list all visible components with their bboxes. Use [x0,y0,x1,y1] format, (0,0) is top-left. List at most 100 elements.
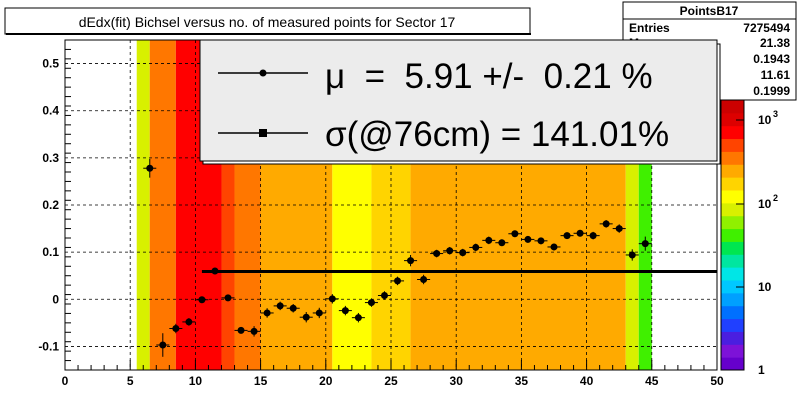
colorbar-tick-label: 1 [758,363,765,377]
x-tick-label: 30 [450,374,464,388]
data-point [472,243,480,251]
points-layer [143,158,652,357]
data-point [315,309,323,317]
colorbar-tick-label: 10 [758,280,772,294]
data-point [498,239,506,247]
x-tick-label: 40 [580,374,594,388]
y-tick-label: 0.1 [42,245,59,259]
colorbar-tick-label: 10 [758,197,772,211]
x-tick-label: 15 [254,374,268,388]
stats-box-title: PointsB17 [680,4,739,18]
colorbar-level [721,331,744,345]
data-point [420,275,428,283]
stats-row-value: 0.1999 [753,84,790,98]
stats-row-value: 0.1943 [753,52,790,66]
colorbar-level [721,241,744,255]
colorbar-tick-exponent: 3 [773,109,778,119]
data-point [341,307,349,315]
colorbar-level [721,344,744,358]
data-point [459,249,467,257]
colorbar-level [721,267,744,281]
legend-mu-marker [259,69,267,77]
data-point [641,240,649,248]
x-tick-label: 5 [127,374,134,388]
chart-title: dEdx(fit) Bichsel versus no. of measured… [79,14,456,30]
colorbar-level [721,190,744,204]
legend-sigma-label: σ(@76cm) = 141.01% [325,115,669,154]
colorbar-level [721,100,744,114]
colorbar-level [721,125,744,140]
colorbar-level [721,292,744,307]
data-point [537,237,545,245]
legend-mu-label: μ = 5.91 +/- 0.21 % [325,57,653,96]
legend-sigma-marker [259,129,267,137]
y-tick-label: 0.2 [42,198,59,212]
axes-layer: 0 5 10 15 20 25 30 35 40 45 50 -0.1 0 0.1 0.2 0.3 0.4 0.5 [38,39,724,388]
data-point [485,236,493,244]
stats-row-label: Entries [629,21,670,35]
data-point [250,327,258,335]
data-point [146,164,154,172]
data-point [576,229,584,237]
data-point [602,220,610,228]
x-tick-label: 25 [384,374,398,388]
x-tick-label: 20 [319,374,333,388]
data-point [354,314,362,322]
colorbar-level [721,151,744,165]
data-point [433,250,441,258]
data-point [550,243,558,251]
y-tick-label: 0.5 [42,57,59,71]
colorbar-level [721,357,744,371]
y-tick-label: 0.4 [42,104,59,118]
data-point [159,341,167,349]
data-point [589,232,597,240]
data-point [224,294,232,302]
data-point [211,267,219,275]
colorbar-level [721,177,744,191]
colorbar-level [721,202,744,217]
colorbar-level [721,164,744,178]
colorbar-level [721,138,744,152]
data-point [302,313,310,321]
data-point [367,299,375,307]
y-tick-label: 0 [52,292,59,306]
x-tick-label: 10 [189,374,203,388]
data-point [524,235,532,243]
x-tick-label: 0 [62,374,69,388]
x-tick-label: 35 [515,374,529,388]
data-point [198,296,206,304]
data-point [511,230,519,238]
data-point [237,326,245,334]
colorbar-tick-label: 10 [758,113,772,127]
x-tick-label: 50 [710,374,724,388]
stats-row-value: 21.38 [760,36,790,50]
data-point [563,232,571,240]
y-tick-label: 0.3 [42,151,59,165]
y-tick-label: -0.1 [38,339,59,353]
colorbar-level [721,280,744,294]
stats-row-value: 11.61 [761,68,791,82]
data-point [172,325,180,333]
stats-row-value: 7275494 [743,21,790,35]
colorbar-level [721,215,744,230]
legend: μ = 5.91 +/- 0.21 % σ(@76cm) = 141.01% [199,39,721,165]
colorbar-level [721,112,744,127]
data-point [628,251,636,259]
title-box-shadow [6,33,531,35]
data-point [185,318,193,326]
colorbar-tick-exponent: 2 [773,193,778,203]
colorbar-level [721,228,744,242]
data-point [394,277,402,285]
data-point [276,302,284,310]
legend-frame [199,39,718,162]
colorbar-level [721,318,744,332]
data-point [407,257,415,265]
data-point [446,247,454,255]
colorbar-level [721,254,744,268]
data-point [328,295,336,303]
x-tick-label: 45 [645,374,659,388]
data-point [380,292,388,300]
